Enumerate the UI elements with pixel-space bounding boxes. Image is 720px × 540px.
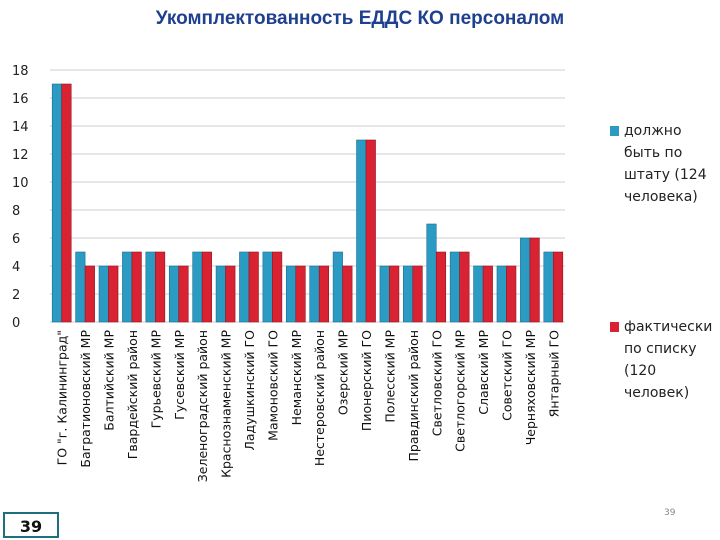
y-tick-label: 16 xyxy=(12,92,29,107)
bar-series1 xyxy=(145,251,156,323)
y-tick-label: 0 xyxy=(12,316,20,331)
bar-series2 xyxy=(61,83,72,323)
bar-series1 xyxy=(98,265,109,323)
legend-swatch-series1 xyxy=(610,126,619,136)
bar-series2 xyxy=(178,265,189,323)
bar-series2 xyxy=(552,251,564,323)
y-tick-label: 4 xyxy=(12,260,20,275)
legend-entry-series1: должно быть по штату (124 человека) xyxy=(610,120,707,208)
legend-label-line: (120 xyxy=(624,363,657,379)
bar-series2 xyxy=(412,265,423,323)
x-tick-label: Неманский МР xyxy=(289,330,304,426)
x-tick-labels: ГО "г. Калининград" Багратионовский МР Бал… xyxy=(55,330,562,483)
x-tick-label: Светловский ГО xyxy=(429,330,444,436)
x-tick-label: Светлогорский МР xyxy=(453,330,468,452)
bar-series1 xyxy=(426,223,437,323)
legend-label-line: по списку xyxy=(624,341,697,357)
x-tick-label: Краснознаменский МР xyxy=(219,330,234,478)
bar-series1 xyxy=(449,251,460,323)
bar-series2 xyxy=(155,251,166,323)
bar-series1 xyxy=(543,251,554,323)
x-tick-label: Зеленоградский район xyxy=(195,330,210,482)
bar-series2 xyxy=(342,265,353,323)
x-tick-label: ГО "г. Калининград" xyxy=(55,330,70,465)
bar-series2 xyxy=(389,265,400,323)
bar-series1 xyxy=(285,265,297,323)
bar-series2 xyxy=(435,251,447,323)
bar-series2 xyxy=(506,265,517,323)
y-tick-label: 8 xyxy=(12,204,20,219)
y-tick-label: 6 xyxy=(12,232,20,247)
x-tick-label: Полесский МР xyxy=(382,330,397,423)
x-tick-label: Славский МР xyxy=(476,330,491,415)
bar-series2 xyxy=(108,265,119,323)
bar-series2 xyxy=(201,251,212,323)
bar-series2 xyxy=(365,139,376,323)
bar-series1 xyxy=(332,251,343,323)
bar-series2 xyxy=(225,265,236,323)
x-tick-label: Мамоновский ГО xyxy=(265,330,280,441)
bar-series2 xyxy=(272,251,283,323)
bar-series1 xyxy=(122,251,133,323)
legend-entry-series2: фактически по списку (120 человек) xyxy=(610,316,713,404)
bar-series1 xyxy=(75,251,86,323)
x-tick-label: Гурьевский МР xyxy=(148,330,163,429)
y-tick-label: 10 xyxy=(12,176,29,191)
bar-series1 xyxy=(215,265,226,323)
y-tick-label: 18 xyxy=(12,64,29,79)
bar-series2 xyxy=(84,265,95,323)
y-tick-label: 12 xyxy=(12,148,29,163)
bars xyxy=(51,83,564,323)
x-tick-label: Озерский МР xyxy=(336,330,351,416)
x-tick-label: Пионерский ГО xyxy=(359,330,374,431)
bar-series1 xyxy=(168,265,180,323)
legend-label-line: должно xyxy=(624,123,682,139)
legend-label-line: штату (124 xyxy=(624,167,707,183)
y-tick-label: 2 xyxy=(12,288,20,303)
bar-series2 xyxy=(482,265,493,323)
chart-title: Укомплектованность ЕДДС КО персоналом xyxy=(155,8,565,29)
bar-series2 xyxy=(318,265,330,323)
bar-series1 xyxy=(309,265,320,323)
x-tick-label: Янтарный ГО xyxy=(546,330,561,417)
bar-series1 xyxy=(520,237,531,323)
x-tick-label: Черняховский МР xyxy=(523,330,538,446)
x-tick-label: Гвардейский район xyxy=(125,330,140,459)
bar-series2 xyxy=(131,251,142,323)
page-number-badge: 39 xyxy=(3,512,59,538)
bar-series1 xyxy=(379,265,390,323)
bar-series1 xyxy=(51,83,63,323)
legend-label-line: быть по xyxy=(624,145,683,161)
x-tick-label: Гусевский МР xyxy=(172,330,187,420)
bar-series1 xyxy=(356,139,367,323)
bar-series1 xyxy=(262,251,273,323)
bar-series1 xyxy=(496,265,507,323)
legend-swatch-series2 xyxy=(610,322,619,332)
x-tick-label: Ладушкинский ГО xyxy=(242,330,257,451)
bar-series2 xyxy=(295,265,306,323)
bar-series1 xyxy=(473,265,484,323)
legend-label-line: человек) xyxy=(624,385,690,401)
page-number-small: 39 xyxy=(664,508,676,518)
bar-series1 xyxy=(192,251,203,323)
bar-series2 xyxy=(459,251,470,323)
x-tick-label: Советский ГО xyxy=(499,330,514,421)
bar-series1 xyxy=(239,251,250,323)
x-tick-label: Нестеровский район xyxy=(312,330,327,466)
x-tick-label: Балтийский МР xyxy=(102,330,117,431)
x-tick-label: Правдинский район xyxy=(406,330,421,461)
bar-series2 xyxy=(248,251,259,323)
y-tick-labels: 0 2 4 6 8 10 12 14 16 18 xyxy=(12,64,29,331)
bar-series2 xyxy=(529,237,540,323)
legend-label-line: фактически xyxy=(624,319,713,335)
x-tick-label: Багратионовский МР xyxy=(78,330,93,468)
y-tick-label: 14 xyxy=(12,120,29,135)
bar-series1 xyxy=(403,265,414,323)
legend-label-line: человека) xyxy=(624,189,698,205)
